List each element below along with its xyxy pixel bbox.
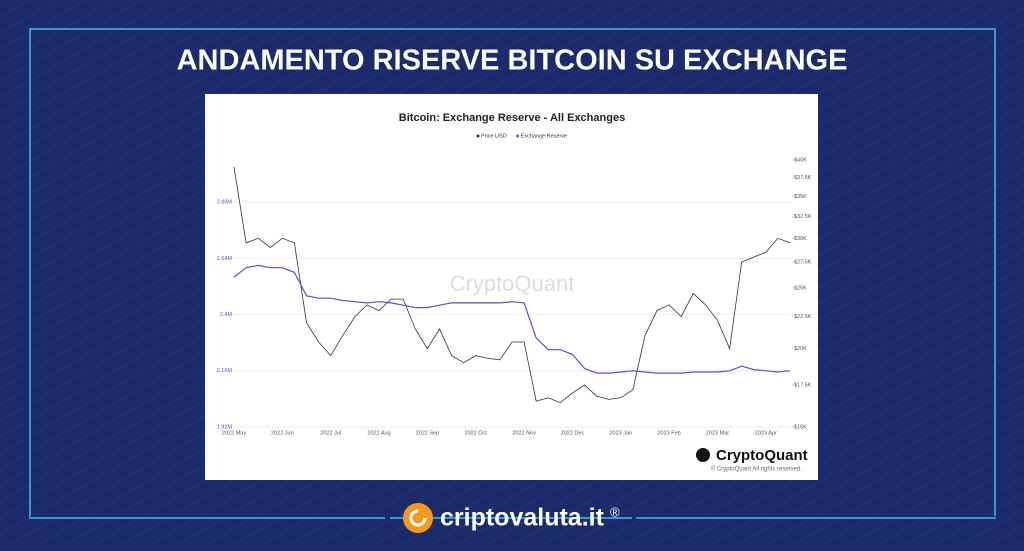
series-line (233, 264, 791, 374)
series-line (233, 166, 791, 404)
y-tick-label: 2.4M (220, 312, 233, 318)
x-tick-label: 2023 Apr (755, 430, 777, 436)
y2-tick-label: $30K (794, 236, 807, 242)
page-title: ANDAMENTO RISERVE BITCOIN SU EXCHANGE (177, 45, 848, 77)
y2-tick-label: $32.5K (794, 214, 812, 220)
x-tick-label: 2022 Dec (561, 430, 585, 436)
y2-tick-label: $25K (794, 285, 807, 291)
x-tick-label: 2022 Jul (320, 430, 341, 436)
logo-icon (696, 448, 710, 462)
x-tick-label: 2022 Sep (416, 430, 440, 436)
x-tick-label: 2022 Aug (367, 430, 390, 436)
watermark: CryptoQuant (450, 271, 575, 296)
brand-mark: ® (610, 504, 620, 519)
y2-tick-label: $15K (794, 424, 807, 430)
y2-tick-label: $27.5K (794, 259, 812, 265)
y-tick-label: 2.64M (217, 256, 233, 262)
x-tick-label: 2022 May (222, 430, 246, 436)
legend-swatch (516, 134, 520, 138)
legend-label: Price USD (481, 133, 507, 139)
y2-tick-label: $37.5K (794, 175, 812, 181)
brand-icon-c (409, 509, 427, 527)
y2-tick-label: $20K (794, 346, 807, 352)
y2-tick-label: $40K (794, 157, 807, 163)
x-tick-label: 2022 Jun (271, 430, 294, 436)
y-tick-label: 2.16M (217, 368, 233, 374)
x-tick-label: 2023 Jan (609, 430, 632, 436)
legend-label: Exchange Reserve (521, 133, 567, 139)
brand-icon (403, 503, 433, 533)
copyright: © CryptoQuant All rights reserved. (711, 466, 802, 473)
x-tick-label: 2023 Mar (706, 430, 729, 436)
logo-text: CryptoQuant (716, 447, 808, 464)
y2-tick-label: $17.5K (794, 382, 812, 388)
chart-panel (205, 94, 818, 480)
y2-tick-label: $22.5K (794, 314, 812, 320)
chart-title: Bitcoin: Exchange Reserve - All Exchange… (399, 112, 625, 124)
x-tick-label: 2022 Nov (512, 430, 536, 436)
y-tick-label: 2.88M (217, 200, 233, 206)
frame (29, 28, 996, 519)
x-tick-label: 2023 Feb (658, 430, 681, 436)
x-tick-label: 2022 Oct (465, 430, 488, 436)
brand: criptovaluta.it (440, 504, 605, 532)
y-tick-label: 1.92M (217, 424, 233, 430)
legend-swatch (476, 134, 480, 138)
y2-tick-label: $35K (794, 194, 807, 200)
